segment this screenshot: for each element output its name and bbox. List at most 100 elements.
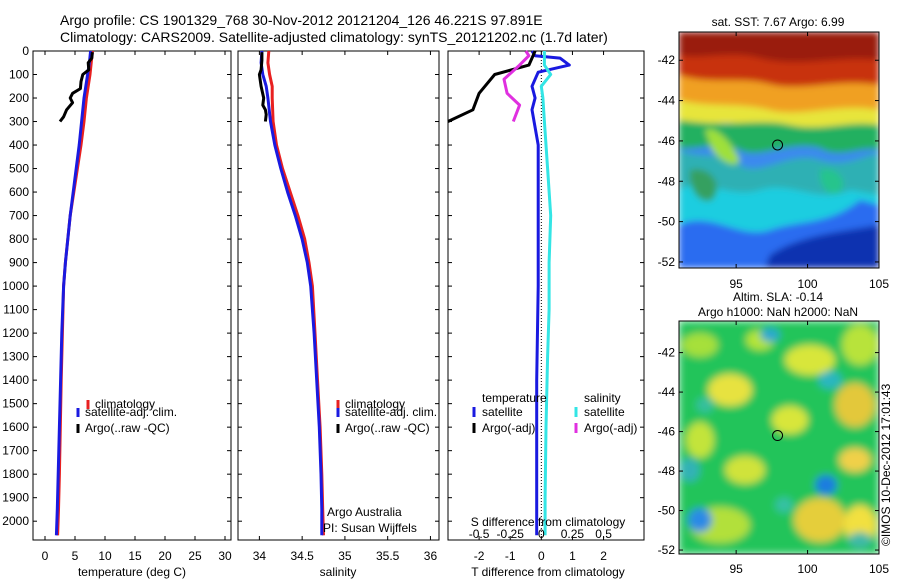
ytick-label: 1200 (2, 326, 29, 340)
series-line-satellite-adj-clim- (54, 50, 93, 536)
diff-legend-t-satellite: satellite (482, 405, 523, 419)
difference-legend: temperature salinity satellite Argo(-adj… (472, 391, 637, 435)
salinity-panel: 34 34.5 35 35.5 36 salinity climatology sate… (237, 50, 440, 579)
s-difference-ticklabels: -0.5 -0.25 0 0.25 0.5 (469, 527, 612, 541)
annotation-argo-australia: Argo Australia (327, 505, 402, 519)
salinity-xlabel: salinity (320, 565, 357, 579)
ytick-label: 1900 (2, 491, 29, 505)
ytick-label: 300 (9, 115, 29, 129)
sst-axes: 95 100 105 -42 -44 -46 -48 -50 -52 (658, 32, 889, 291)
header-line2: Climatology: CARS2009. Satellite-adjuste… (60, 29, 608, 45)
annotation-pi: PI: Susan Wijffels (323, 521, 417, 535)
ytick-label: 1500 (2, 397, 29, 411)
map-xtick-label: 105 (869, 562, 889, 576)
diff-legend-s-satellite: satellite (584, 405, 625, 419)
salinity-axes-box (237, 50, 440, 541)
temperature-axes-box (32, 50, 232, 541)
sla-axes-box (678, 320, 880, 555)
ytick-label: 700 (9, 209, 29, 223)
ytick-label: 1600 (2, 420, 29, 434)
map-ytick-label: -44 (658, 385, 676, 399)
map-xtick-label: 105 (869, 277, 889, 291)
series-line-s-argo-adj- (502, 50, 531, 123)
map-ytick-label: -50 (658, 504, 676, 518)
map-ytick-label: -44 (658, 94, 676, 108)
temperature-xaxis: 0 5 10 15 20 25 30 (42, 51, 232, 563)
s-xtick-label: -0.5 (469, 527, 490, 541)
sal-legend-climatology: climatology (345, 397, 405, 411)
imos-credit: ©IMOS 10-Dec-2012 17:01:43 (879, 383, 893, 546)
temperature-yaxis: 0 100 200 300 400 500 600 700 800 900 1000 1100 1200… (2, 44, 231, 528)
ytick-label: 600 (9, 185, 29, 199)
map-ytick-label: -50 (658, 215, 676, 229)
series-line-t-satellite (530, 50, 571, 536)
difference-xaxis: -2 -1 0 1 2 (474, 51, 607, 563)
map-ytick-label: -46 (658, 425, 676, 439)
diff-legend-t-argo: Argo(-adj) (482, 421, 535, 435)
sst-map-panel: sat. SST: 7.67 Argo: 6.99 95 100 105 -42 -44… (658, 15, 890, 291)
ytick-label: 1700 (2, 444, 29, 458)
s-xtick-label: 0.5 (595, 527, 612, 541)
ytick-label: 100 (9, 68, 29, 82)
sst-field (679, 32, 879, 268)
series-line-satellite-adj-clim- (259, 50, 324, 536)
series-line-t-argo-adj- (447, 50, 537, 123)
sal-legend-satellite: satellite-adj. clim. (345, 405, 437, 419)
map-xtick-label: 95 (729, 277, 743, 291)
salinity-xaxis: 34 34.5 35 35.5 36 (253, 51, 437, 563)
sst-title: sat. SST: 7.67 Argo: 6.99 (712, 15, 845, 29)
sst-axes-box (678, 31, 880, 269)
series-line-argo-raw-qc- (58, 52, 94, 123)
map-ytick-label: -48 (658, 174, 676, 188)
ytick-label: 1400 (2, 373, 29, 387)
map-ytick-label: -42 (658, 346, 676, 360)
salinity-legend: climatology satellite-adj. clim. Argo(..… (336, 397, 437, 435)
series-line-argo-raw-qc- (257, 52, 268, 122)
sla-title-1: Altim. SLA: -0.14 (733, 290, 823, 304)
ytick-label: 900 (9, 256, 29, 270)
map-ytick-label: -52 (658, 255, 676, 269)
ytick-label: 0 (22, 44, 29, 58)
xtick-label: 0 (42, 549, 49, 563)
sla-map-panel: Altim. SLA: -0.14 Argo h1000: NaN h2000:… (658, 290, 890, 576)
xtick-label: 1 (569, 549, 576, 563)
difference-series (447, 50, 571, 540)
ytick-label: 1000 (2, 279, 29, 293)
ytick-label: 1800 (2, 467, 29, 481)
ytick-label: 2000 (2, 514, 29, 528)
sst-argo-marker (772, 139, 784, 151)
xtick-label: -2 (474, 549, 485, 563)
legend-climatology: climatology (95, 397, 155, 411)
s-xtick-label: -0.25 (497, 527, 525, 541)
legend-header-salinity: salinity (584, 391, 621, 405)
ytick-label: 200 (9, 91, 29, 105)
xtick-label: -1 (505, 549, 516, 563)
sla-axes: 95 100 105 -42 -44 -46 -48 -50 -52 (658, 321, 889, 576)
temperature-series (54, 50, 94, 536)
xtick-label: 5 (72, 549, 79, 563)
map-ytick-label: -42 (658, 53, 676, 67)
ytick-label: 400 (9, 138, 29, 152)
xtick-label: 10 (98, 549, 112, 563)
xtick-label: 2 (600, 549, 607, 563)
xtick-label: 15 (128, 549, 142, 563)
xtick-label: 0 (538, 549, 545, 563)
salinity-yaxis (238, 50, 439, 522)
sal-legend-argo: Argo(..raw -QC) (345, 421, 430, 435)
ytick-label: 800 (9, 232, 29, 246)
ytick-label: 1100 (3, 303, 29, 317)
t-difference-label: T difference from climatology (471, 565, 625, 579)
xtick-label: 34.5 (290, 549, 314, 563)
s-difference-label: S difference from climatology (471, 515, 626, 529)
difference-panel: -2 -1 0 1 2 S difference from climatology -0… (447, 50, 645, 579)
temperature-legend: climatology satellite-adj. clim. Argo(..… (76, 397, 177, 435)
map-ytick-label: -46 (658, 134, 676, 148)
diff-legend-s-argo: Argo(-adj) (584, 421, 637, 435)
xtick-label: 34 (253, 549, 267, 563)
salinity-series (257, 50, 325, 536)
sla-field (679, 321, 879, 554)
map-xtick-label: 100 (798, 277, 818, 291)
map-ytick-label: -52 (658, 543, 676, 557)
xtick-label: 25 (188, 549, 202, 563)
header-line1: Argo profile: CS 1901329_768 30-Nov-2012… (60, 12, 543, 28)
